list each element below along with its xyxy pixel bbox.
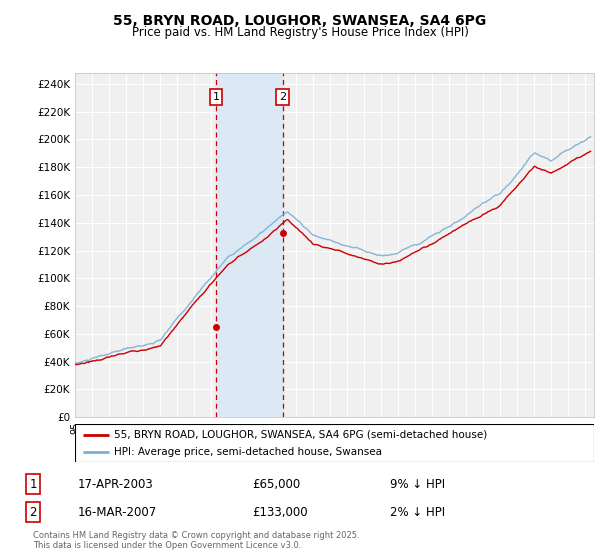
Text: 55, BRYN ROAD, LOUGHOR, SWANSEA, SA4 6PG (semi-detached house): 55, BRYN ROAD, LOUGHOR, SWANSEA, SA4 6PG…	[114, 430, 487, 440]
Text: 2: 2	[29, 506, 37, 519]
Text: 1: 1	[29, 478, 37, 491]
Text: 9% ↓ HPI: 9% ↓ HPI	[390, 478, 445, 491]
Text: HPI: Average price, semi-detached house, Swansea: HPI: Average price, semi-detached house,…	[114, 447, 382, 458]
Text: 17-APR-2003: 17-APR-2003	[78, 478, 154, 491]
Text: £133,000: £133,000	[252, 506, 308, 519]
Text: 1: 1	[212, 92, 220, 102]
Text: 55, BRYN ROAD, LOUGHOR, SWANSEA, SA4 6PG: 55, BRYN ROAD, LOUGHOR, SWANSEA, SA4 6PG	[113, 14, 487, 28]
Text: 2: 2	[279, 92, 286, 102]
Bar	[216, 73, 283, 417]
Text: Contains HM Land Registry data © Crown copyright and database right 2025.
This d: Contains HM Land Registry data © Crown c…	[33, 530, 359, 550]
Text: £65,000: £65,000	[252, 478, 300, 491]
Text: 16-MAR-2007: 16-MAR-2007	[78, 506, 157, 519]
Text: Price paid vs. HM Land Registry's House Price Index (HPI): Price paid vs. HM Land Registry's House …	[131, 26, 469, 39]
Text: 2% ↓ HPI: 2% ↓ HPI	[390, 506, 445, 519]
